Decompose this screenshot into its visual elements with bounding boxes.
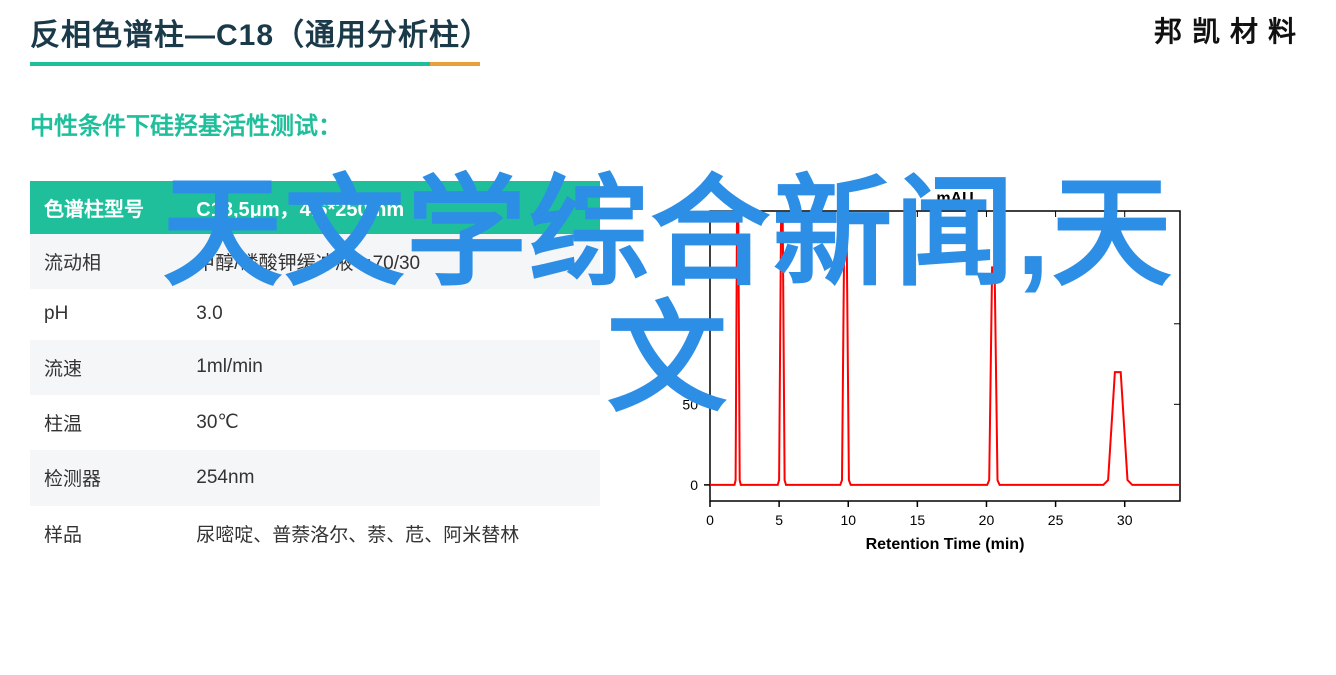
table-header-right: C18,5μm，4.6*250mm — [182, 181, 600, 234]
table-row: 流速1ml/min — [30, 340, 600, 395]
table-cell-value: 3.0 — [182, 289, 600, 339]
table-row: 柱温30℃ — [30, 395, 600, 450]
svg-text:15: 15 — [910, 512, 926, 528]
table-cell-label: pH — [30, 289, 182, 339]
table-cell-value: 30℃ — [182, 395, 600, 450]
svg-text:20: 20 — [979, 512, 995, 528]
table-cell-label: 样品 — [30, 506, 182, 561]
underline-orange — [430, 62, 480, 66]
brand-logo-text: 邦凯材料 — [1154, 10, 1306, 50]
svg-text:Retention Time (min): Retention Time (min) — [866, 536, 1025, 553]
svg-text:30: 30 — [1117, 512, 1133, 528]
svg-text:25: 25 — [1048, 512, 1064, 528]
table-cell-label: 柱温 — [30, 395, 182, 450]
table-row: 样品尿嘧啶、普萘洛尔、萘、苊、阿米替林 — [30, 506, 600, 561]
table-cell-value: 甲醇/磷酸钾缓冲液＝70/30 — [182, 234, 600, 289]
svg-text:50: 50 — [682, 396, 698, 412]
chart-svg: mAU 0 5 10 15 20 25 30 0 50 100 Retention Time (min… — [640, 181, 1200, 561]
table-cell-value: 254nm — [182, 450, 600, 505]
svg-text:mAU: mAU — [936, 190, 973, 207]
title-underline — [30, 62, 1306, 66]
chromatogram-chart: mAU 0 5 10 15 20 25 30 0 50 100 Retention Time (min… — [640, 181, 1200, 561]
svg-text:10: 10 — [840, 512, 856, 528]
page-title: 反相色谱柱—C18（通用分析柱） — [30, 10, 491, 54]
table-cell-label: 流动相 — [30, 234, 182, 289]
table-header-left: 色谱柱型号 — [30, 181, 182, 234]
table-row: 检测器254nm — [30, 450, 600, 505]
table-row: pH3.0 — [30, 289, 600, 339]
parameters-table: 色谱柱型号 C18,5μm，4.6*250mm 流动相甲醇/磷酸钾缓冲液＝70/… — [30, 181, 600, 561]
table-cell-value: 尿嘧啶、普萘洛尔、萘、苊、阿米替林 — [182, 506, 600, 561]
table-row: 流动相甲醇/磷酸钾缓冲液＝70/30 — [30, 234, 600, 289]
svg-text:0: 0 — [706, 512, 714, 528]
underline-green — [30, 62, 430, 66]
table-cell-value: 1ml/min — [182, 340, 600, 395]
svg-text:100: 100 — [675, 316, 699, 332]
table-cell-label: 流速 — [30, 340, 182, 395]
section-subtitle: 中性条件下硅羟基活性测试： — [30, 106, 1336, 141]
svg-text:0: 0 — [690, 477, 698, 493]
table-cell-label: 检测器 — [30, 450, 182, 505]
svg-text:5: 5 — [775, 512, 783, 528]
